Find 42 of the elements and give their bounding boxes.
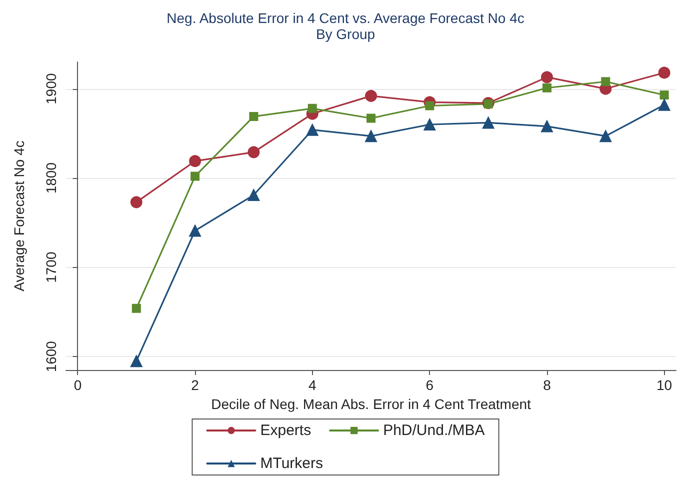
- y-tick-label: 1700: [43, 252, 59, 283]
- x-tick-label: 8: [543, 377, 552, 393]
- x-tick-label: 0: [74, 377, 82, 393]
- point: [248, 146, 260, 158]
- legend-label: Experts: [260, 422, 312, 439]
- y-tick-label: 1900: [43, 73, 59, 104]
- point: [366, 114, 376, 123]
- point: [365, 130, 377, 142]
- point: [660, 90, 669, 100]
- point: [542, 83, 552, 92]
- y-tick-label: 1800: [43, 162, 59, 194]
- y-tick-label: 1600: [43, 340, 59, 372]
- legend-label: PhD/Und./MBA: [383, 422, 485, 439]
- point: [424, 118, 436, 130]
- point: [482, 116, 494, 129]
- point: [540, 120, 553, 132]
- point: [132, 304, 141, 313]
- point: [365, 90, 377, 102]
- x-tick-label: 4: [308, 377, 316, 393]
- x-tick-label: 10: [656, 377, 672, 393]
- point: [308, 104, 317, 113]
- point: [306, 124, 318, 136]
- chart-subtitle: By Group: [316, 26, 376, 42]
- point: [601, 77, 610, 86]
- point: [248, 189, 260, 202]
- point: [600, 130, 612, 142]
- point: [249, 112, 258, 121]
- point: [425, 101, 434, 110]
- point: [540, 71, 553, 84]
- legend-label: MTurkers: [260, 455, 324, 472]
- x-axis-title: Decile of Neg. Mean Abs. Error in 4 Cent Treatment: [211, 396, 532, 412]
- x-tick-label: 6: [426, 377, 434, 393]
- x-tick-label: 2: [191, 377, 200, 393]
- point: [658, 98, 670, 111]
- y-axis-title: Average Forecast No 4c: [11, 140, 27, 292]
- point: [130, 355, 142, 368]
- point: [190, 172, 200, 181]
- point: [189, 155, 202, 168]
- point: [130, 196, 142, 208]
- point: [189, 224, 202, 237]
- chart-title: Neg. Absolute Error in 4 Cent vs. Average Forecast No 4c: [166, 10, 524, 26]
- point: [658, 66, 670, 79]
